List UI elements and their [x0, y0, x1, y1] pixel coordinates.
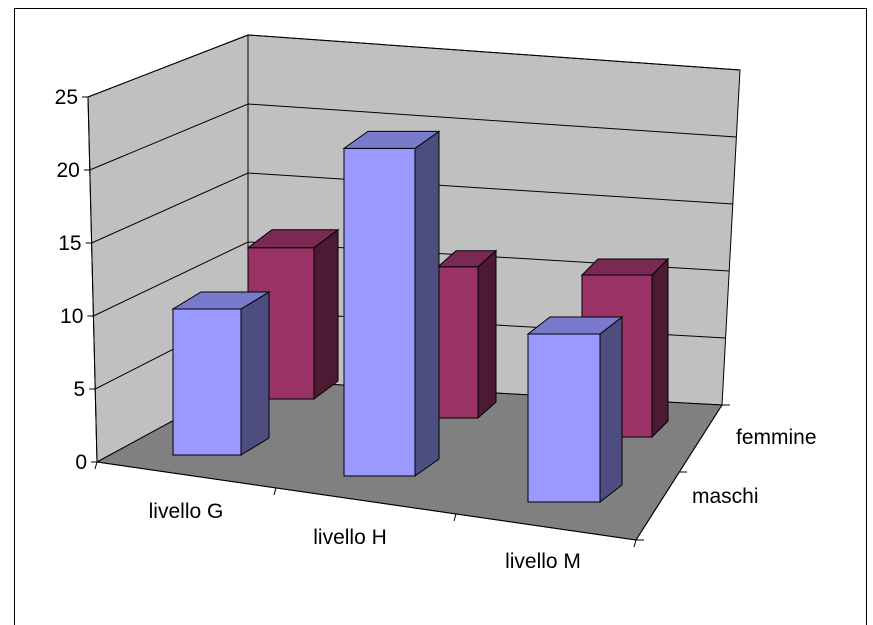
bar-maschi-0	[171, 291, 271, 456]
category-label: livello M	[505, 550, 581, 573]
y-tick-label: 10	[60, 305, 83, 328]
gridline	[87, 34, 741, 98]
series-axis	[635, 404, 730, 541]
y-tick-label: 20	[56, 159, 79, 182]
y-tick-label: 15	[58, 232, 81, 255]
labels: 0 5 10 15 20 25 livello G livello H livello M mas…	[55, 86, 817, 573]
category-label: livello G	[149, 500, 224, 523]
bars	[171, 130, 670, 504]
bar-maschi-1	[342, 130, 441, 477]
gridline	[91, 172, 733, 244]
bar-femmine-1	[436, 249, 498, 420]
gridline	[93, 241, 730, 317]
x-axis	[94, 461, 637, 548]
y-tick-label: 25	[55, 86, 78, 109]
bar-maschi-2	[526, 315, 624, 504]
series-label: femmine	[736, 426, 817, 449]
y-tick-label: 0	[75, 451, 87, 474]
gridline	[89, 103, 737, 171]
y-tick-label: 5	[74, 378, 86, 401]
series-label: maschi	[692, 485, 759, 508]
y-axis	[82, 96, 98, 463]
category-label: livello H	[313, 526, 387, 549]
